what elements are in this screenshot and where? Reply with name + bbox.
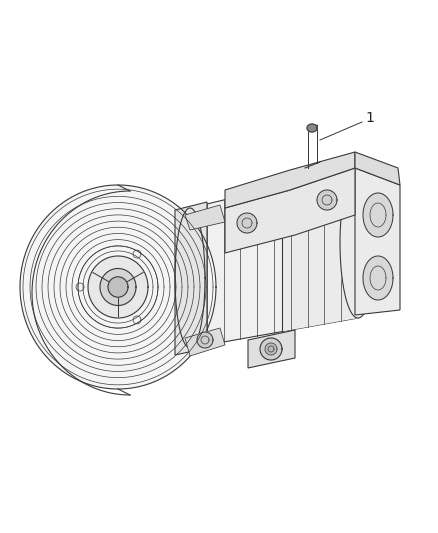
Polygon shape: [190, 168, 358, 348]
Polygon shape: [260, 338, 282, 360]
Polygon shape: [20, 185, 216, 389]
Polygon shape: [265, 343, 277, 355]
Polygon shape: [248, 330, 295, 368]
Polygon shape: [355, 152, 400, 185]
Polygon shape: [185, 205, 225, 230]
Polygon shape: [363, 256, 393, 300]
Polygon shape: [317, 190, 337, 210]
Polygon shape: [363, 193, 393, 237]
Polygon shape: [108, 277, 128, 297]
Polygon shape: [185, 328, 225, 356]
Polygon shape: [100, 269, 136, 305]
Polygon shape: [175, 202, 207, 355]
Polygon shape: [283, 168, 358, 332]
Polygon shape: [197, 332, 213, 348]
Polygon shape: [225, 152, 355, 208]
Text: 1: 1: [366, 111, 374, 125]
Polygon shape: [175, 208, 205, 348]
Polygon shape: [340, 168, 376, 318]
Polygon shape: [225, 168, 355, 253]
Polygon shape: [307, 124, 317, 132]
Polygon shape: [355, 168, 400, 315]
Polygon shape: [88, 256, 148, 318]
Polygon shape: [237, 213, 257, 233]
